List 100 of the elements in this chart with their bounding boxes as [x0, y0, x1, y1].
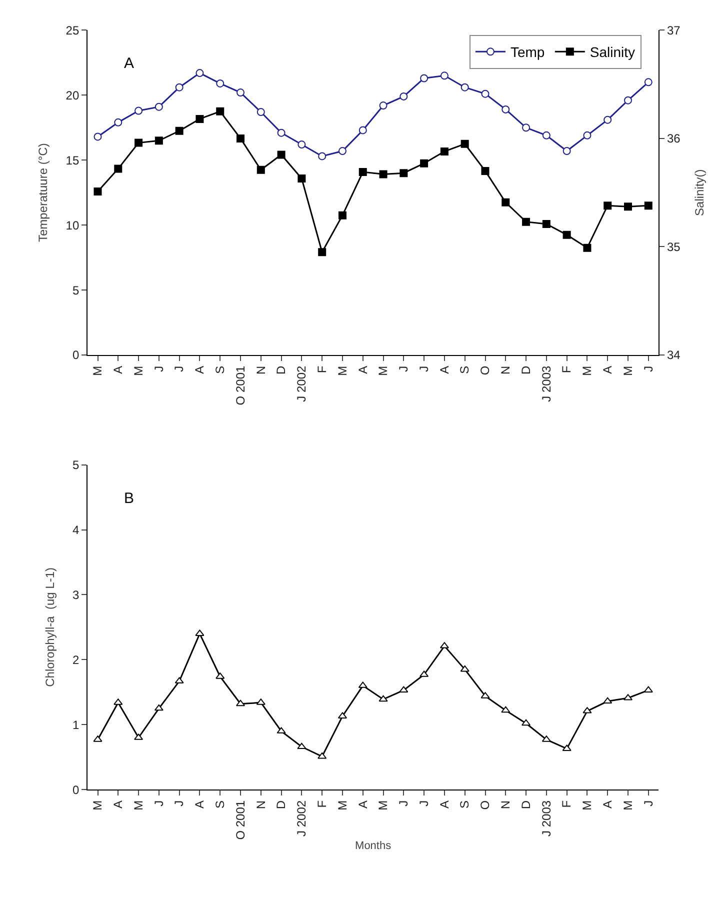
y-tick-label: 5 — [72, 458, 80, 472]
point — [277, 128, 286, 137]
x-tick-label: O — [478, 366, 492, 376]
x-tick-label: S — [213, 366, 228, 374]
x-tick-label: M — [620, 366, 635, 376]
point — [134, 138, 143, 147]
point — [624, 202, 632, 211]
y2-tick-label: 34 — [667, 348, 681, 362]
y-tick-label: 4 — [72, 522, 80, 537]
x-tick-label: J — [416, 366, 431, 372]
point — [196, 114, 204, 123]
point — [379, 102, 388, 110]
point — [358, 126, 367, 134]
x-tick-label: N — [254, 366, 268, 374]
point — [216, 79, 224, 88]
x-tick-label: F — [560, 800, 574, 808]
point — [236, 88, 245, 97]
annotation: B — [124, 490, 134, 507]
x-tick-label: A — [437, 800, 452, 808]
point — [562, 147, 571, 156]
point — [94, 188, 102, 196]
x-tick-label: J 2002 — [294, 800, 309, 836]
point — [522, 218, 530, 226]
x-tick-label: O 2001 — [233, 800, 248, 840]
legend-label: Salinity — [590, 44, 636, 60]
point — [236, 700, 246, 706]
point — [338, 147, 346, 156]
x-tick-label: M — [131, 366, 146, 376]
y-tick-label: 25 — [66, 23, 80, 38]
x-tick-label: A — [600, 800, 615, 808]
x-tick-label: M — [335, 800, 350, 810]
point — [338, 211, 346, 220]
point — [644, 78, 652, 86]
x-tick-label: N — [498, 366, 513, 374]
y-axis-title: Chlorophyll-a (ug L-1) — [42, 568, 57, 687]
point — [154, 136, 163, 145]
point — [583, 131, 592, 140]
point — [522, 124, 530, 132]
x-tick-label: A — [356, 800, 370, 808]
point — [277, 150, 286, 159]
x-tick-label: A — [192, 800, 207, 808]
x-tick-label: D — [518, 366, 533, 374]
x-tick-label: O — [478, 800, 492, 810]
y-tick-label: 20 — [66, 88, 80, 102]
point — [297, 742, 306, 750]
x-tick-label: J — [152, 366, 166, 372]
x-tick-label: M — [620, 800, 635, 810]
y-tick-label: 0 — [72, 782, 80, 797]
point — [134, 106, 143, 115]
point — [298, 140, 306, 149]
point — [481, 90, 490, 98]
point — [420, 159, 428, 168]
point — [154, 704, 164, 711]
x-tick-label: S — [458, 366, 472, 374]
x-tick-label: A — [356, 366, 370, 374]
point — [298, 174, 306, 183]
x-tick-label: J 2003 — [539, 366, 554, 402]
x-tick-label: S — [458, 800, 472, 808]
x-tick-label: D — [274, 366, 288, 374]
point — [603, 697, 612, 704]
y-tick-label: 10 — [66, 218, 80, 232]
point — [542, 220, 550, 228]
x-tick-label: N — [254, 800, 268, 810]
x-tick-label: D — [274, 800, 288, 810]
point — [440, 72, 448, 80]
point — [502, 105, 510, 114]
x-tick-label: M — [580, 366, 594, 376]
point — [114, 164, 122, 173]
point — [379, 170, 388, 178]
x-axis-title: Months — [355, 840, 392, 852]
point — [481, 166, 490, 175]
y2-axis-title: Salinity() — [692, 169, 707, 216]
x-tick-label: M — [335, 366, 350, 376]
point — [400, 92, 408, 100]
y2-tick-label: 35 — [667, 240, 681, 254]
point — [501, 706, 510, 713]
x-tick-label: S — [213, 800, 228, 808]
point — [420, 74, 428, 82]
point — [460, 140, 469, 148]
x-tick-label: M — [580, 800, 594, 810]
y-tick-label: 0 — [72, 348, 80, 362]
x-tick-label: M — [90, 800, 105, 810]
point — [521, 719, 531, 726]
point — [175, 126, 184, 135]
y-tick-label: 1 — [72, 718, 80, 732]
x-tick-label: D — [518, 800, 533, 810]
y-tick-label: 15 — [66, 153, 80, 168]
legend-label: Temp — [510, 44, 545, 60]
point — [175, 83, 184, 92]
y2-tick-label: 36 — [667, 132, 681, 146]
point — [624, 96, 632, 104]
x-tick-label: A — [437, 366, 452, 374]
x-tick-label: J — [396, 366, 411, 372]
y-axis-title: Temperatuure (°C) — [36, 143, 50, 242]
annotation: A — [124, 55, 134, 72]
x-tick-label: F — [560, 366, 574, 374]
point — [460, 83, 469, 92]
point — [562, 230, 571, 239]
point — [256, 166, 265, 174]
point — [542, 131, 550, 140]
